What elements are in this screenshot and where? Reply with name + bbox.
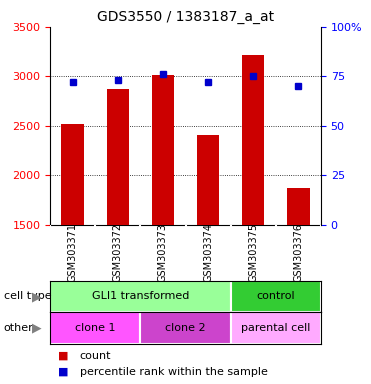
- Bar: [231, 312, 321, 344]
- Text: ■: ■: [58, 351, 68, 361]
- Bar: [50, 281, 231, 312]
- Text: cell type: cell type: [4, 291, 51, 301]
- Bar: [242, 55, 265, 225]
- Bar: [287, 189, 310, 225]
- Bar: [50, 312, 140, 344]
- Bar: [197, 135, 219, 225]
- Text: GSM303375: GSM303375: [248, 223, 258, 282]
- Text: GSM303371: GSM303371: [68, 223, 78, 282]
- Text: ▶: ▶: [32, 290, 42, 303]
- Text: ■: ■: [58, 366, 68, 377]
- Bar: [61, 124, 84, 225]
- Bar: [106, 89, 129, 225]
- Text: GSM303372: GSM303372: [113, 223, 123, 282]
- Text: parental cell: parental cell: [241, 323, 311, 333]
- Text: clone 1: clone 1: [75, 323, 115, 333]
- Text: GSM303374: GSM303374: [203, 223, 213, 282]
- Text: GSM303373: GSM303373: [158, 223, 168, 282]
- Bar: [140, 312, 231, 344]
- Text: other: other: [4, 323, 33, 333]
- Text: GLI1 transformed: GLI1 transformed: [92, 291, 189, 301]
- Text: control: control: [256, 291, 295, 301]
- Text: percentile rank within the sample: percentile rank within the sample: [80, 366, 267, 377]
- Text: GSM303376: GSM303376: [293, 223, 303, 282]
- Text: clone 2: clone 2: [165, 323, 206, 333]
- Bar: [152, 75, 174, 225]
- Bar: [231, 281, 321, 312]
- Text: count: count: [80, 351, 111, 361]
- Title: GDS3550 / 1383187_a_at: GDS3550 / 1383187_a_at: [97, 10, 274, 25]
- Text: ▶: ▶: [32, 321, 42, 334]
